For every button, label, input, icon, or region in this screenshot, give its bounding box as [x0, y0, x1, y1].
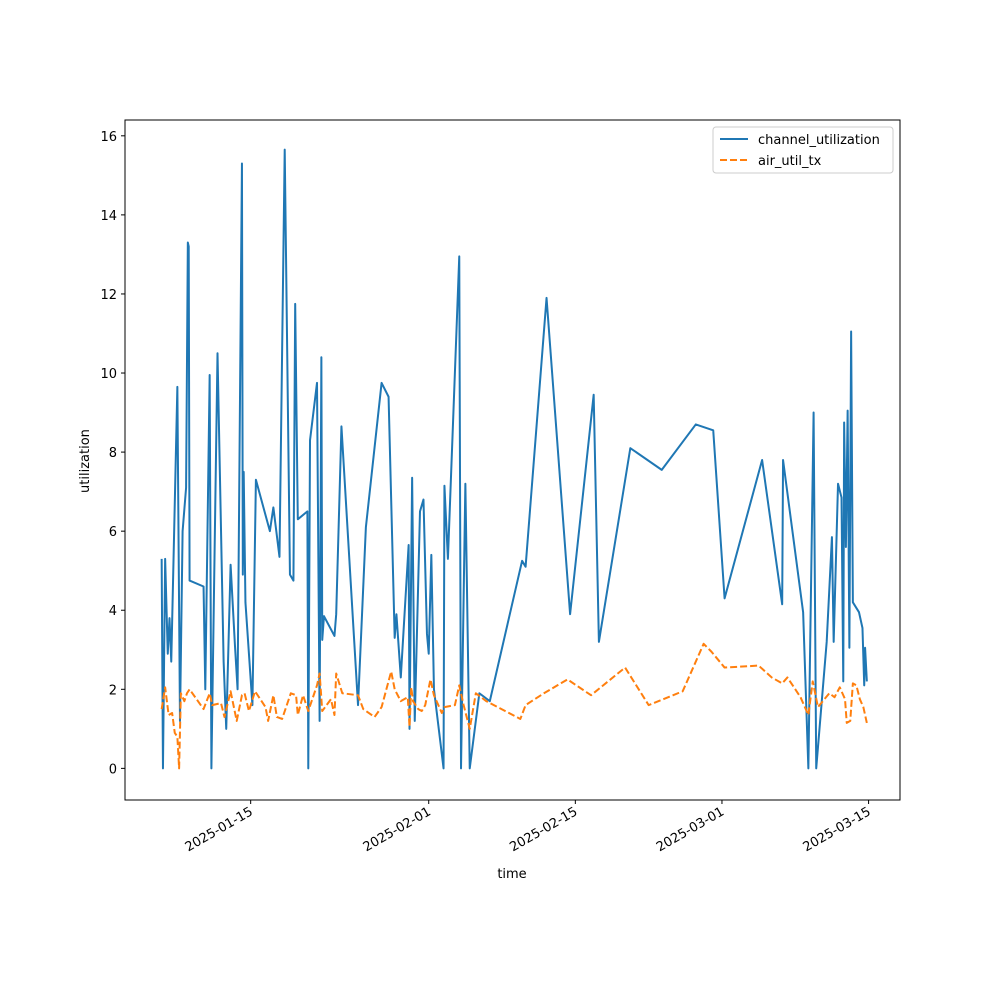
y-axis-label: utilization: [78, 429, 93, 493]
x-tick-label: 2025-02-01: [361, 804, 434, 855]
y-tick-label: 8: [109, 446, 117, 461]
x-axis-label: time: [497, 867, 526, 882]
y-tick-label: 16: [100, 130, 117, 145]
legend: channel_utilization air_util_tx: [712, 126, 894, 174]
x-tick-label: 2025-02-15: [507, 804, 580, 855]
legend-box: [712, 126, 894, 174]
series-line-channel-utilization: [160, 148, 868, 770]
y-axis: 0 2 4 6 8 10 12 14 16: [100, 130, 125, 777]
legend-label-channel-utilization: channel_utilization: [758, 133, 880, 148]
y-tick-label: 4: [109, 604, 117, 619]
plot-area: [125, 120, 900, 800]
series-line-air-util-tx: [160, 642, 868, 770]
plot-frame: [124, 119, 901, 801]
series-layer: [160, 148, 868, 770]
x-tick-label: 2025-03-15: [801, 804, 874, 855]
x-tick-label: 2025-01-15: [183, 804, 256, 855]
y-tick-label: 14: [100, 209, 117, 224]
y-tick-label: 12: [100, 288, 117, 303]
y-tick-label: 2: [109, 683, 117, 698]
y-tick-label: 6: [109, 525, 117, 540]
y-tick-label: 0: [109, 762, 117, 777]
x-axis: 2025-01-15 2025-02-01 2025-02-15 2025-03-01…: [183, 800, 874, 855]
y-tick-label: 10: [100, 367, 117, 382]
legend-label-air-util-tx: air_util_tx: [758, 154, 822, 169]
x-tick-label: 2025-03-01: [654, 804, 727, 855]
